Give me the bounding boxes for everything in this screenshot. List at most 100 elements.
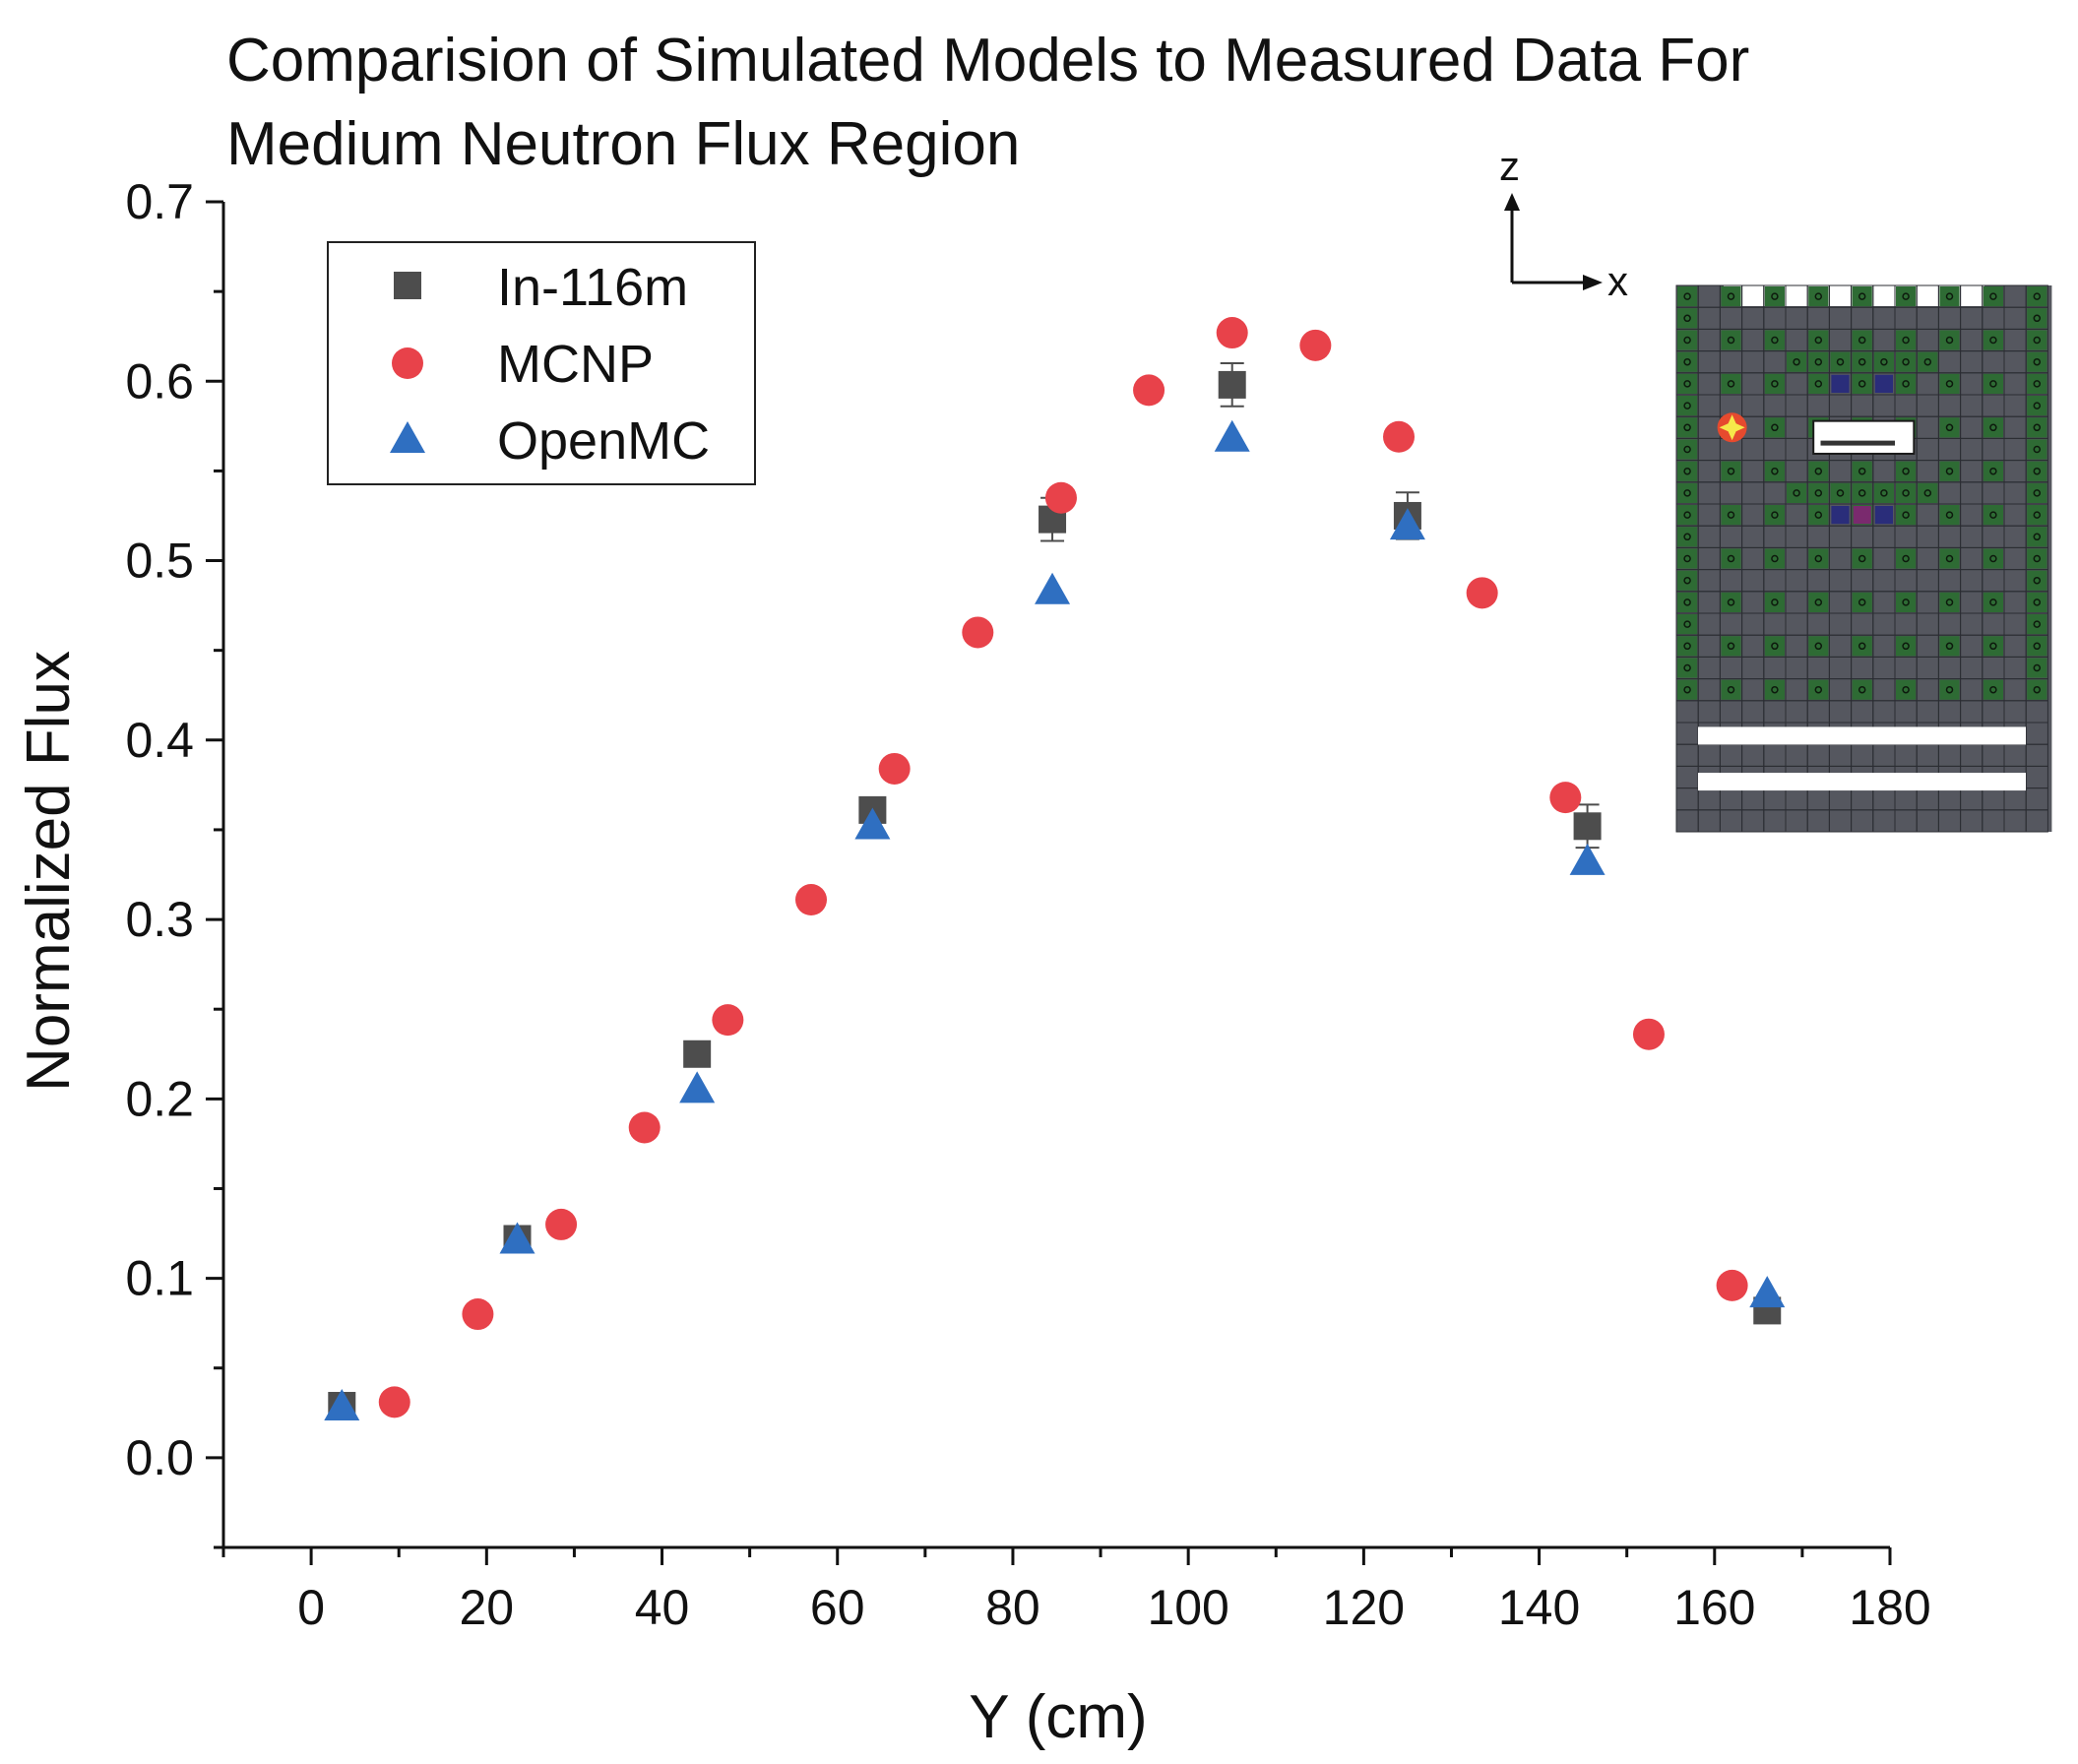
inset-fuel-cell [1764, 373, 1785, 394]
inset-fuel-pin [1989, 423, 1997, 432]
inset-fuel-cell [1852, 592, 1872, 612]
y-tick-label: 0.7 [125, 174, 194, 229]
inset-fuel-cell [1983, 592, 2003, 612]
inset-fuel-pin [1923, 489, 1932, 497]
inset-fuel-cell [1808, 592, 1829, 612]
inset-fuel-pin [1814, 380, 1823, 388]
inset-fuel-cell [1808, 505, 1829, 526]
inset-fuel-pin [1880, 357, 1888, 366]
inset-fuel-cell [1721, 679, 1741, 700]
inset-fuel-pin [1989, 467, 1997, 475]
inset-fuel-cell [1939, 505, 1960, 526]
y-tick-label: 0.2 [125, 1071, 194, 1126]
inset-fuel-pin [1902, 336, 1910, 345]
inset-fuel-cell [1677, 330, 1698, 350]
x-tick-label: 60 [810, 1580, 865, 1635]
inset-fuel-pin [1902, 292, 1910, 300]
openmc-point [1389, 508, 1425, 540]
inset-fuel-cell [1677, 396, 1698, 416]
mcnp-point [1466, 577, 1498, 609]
inset-fuel-cell [1983, 461, 2003, 481]
inset-fuel-cell [2027, 461, 2047, 481]
inset-fuel-cell [1852, 636, 1872, 657]
mcnp-point [795, 884, 828, 916]
y-tick-label: 0.0 [125, 1430, 194, 1485]
in116m-point [1573, 812, 1602, 841]
inset-fuel-cell [1983, 286, 2003, 307]
mcnp-point [1216, 317, 1248, 349]
geometry-inset: z x [1499, 143, 2052, 833]
inset-fuel-cell [1677, 592, 1698, 612]
inset-fuel-cell [1918, 351, 1938, 372]
inset-fuel-pin [1727, 467, 1735, 475]
inset-fuel-cell [1677, 636, 1698, 657]
inset-fuel-pin [2033, 445, 2042, 454]
inset-fuel-pin [1989, 685, 1997, 694]
inset-fuel-pin [1945, 467, 1954, 475]
inset-fuel-pin [1771, 685, 1779, 694]
inset-fuel-pin [1727, 685, 1735, 694]
y-tick-label: 0.3 [125, 892, 194, 947]
inset-fuel-cell [1677, 679, 1698, 700]
inset-fuel-pin [1989, 292, 1997, 300]
inset-fuel-pin [2033, 598, 2042, 606]
inset-fuel-pin [1793, 489, 1800, 497]
legend-label-in116m: In-116m [497, 258, 688, 317]
inset-fuel-cell [1983, 636, 2003, 657]
inset-fuel-cell [1677, 439, 1698, 460]
inset-fuel-cell [1808, 548, 1829, 569]
inset-fuel-pin [2033, 642, 2042, 651]
inset-fuel-pin [1814, 467, 1823, 475]
inset-fuel-pin [1945, 292, 1954, 300]
inset-fuel-pin [1683, 423, 1691, 432]
inset-fuel-cell [1721, 592, 1741, 612]
openmc-point [499, 1222, 535, 1254]
inset-fuel-cell [2027, 505, 2047, 526]
legend-label-openmc: OpenMC [497, 411, 710, 471]
inset-fuel-pin [2033, 685, 2042, 694]
inset-fuel-cell [1852, 679, 1872, 700]
y-tick-label: 0.1 [125, 1251, 194, 1306]
inset-fuel-cell [1808, 679, 1829, 700]
inset-fuel-pin [2033, 357, 2042, 366]
inset-fuel-pin [1814, 511, 1823, 519]
inset-fuel-cell [1764, 286, 1785, 307]
inset-fuel-cell [1787, 482, 1807, 503]
inset-fuel-pin [1902, 642, 1910, 651]
inset-fuel-pin [1771, 554, 1779, 563]
inset-fuel-cell [1896, 461, 1917, 481]
inset-fuel-pin [1814, 685, 1823, 694]
mcnp-point [1133, 374, 1165, 407]
inset-fuel-pin [1945, 380, 1954, 388]
inset-fuel-cell [1896, 505, 1917, 526]
mcnp-point [1549, 782, 1582, 814]
inset-fuel-pin [1923, 357, 1932, 366]
legend: In-116m MCNP OpenMC [327, 241, 756, 485]
inset-fuel-pin [1727, 380, 1735, 388]
inset-fuel-pin [1989, 511, 1997, 519]
mcnp-point [1383, 420, 1416, 453]
inset-fuel-cell [1721, 636, 1741, 657]
inset-fuel-pin [1814, 357, 1823, 366]
inset-fuel-pin [2033, 554, 2042, 563]
openmc-point [1569, 843, 1606, 875]
y-tick-label: 0.4 [125, 713, 194, 768]
inset-fuel-pin [1683, 467, 1691, 475]
inset-fuel-pin [1683, 292, 1691, 300]
inset-fuel-cell [1852, 548, 1872, 569]
inset-fuel-pin [1771, 467, 1779, 475]
y-axis-label: Normalized Flux [15, 651, 83, 1092]
inset-fuel-pin [1836, 489, 1845, 497]
mcnp-point [462, 1298, 494, 1331]
inset-control-cell [1831, 374, 1850, 393]
y-tick-label: 0.6 [125, 353, 194, 409]
inset-fuel-pin [1814, 642, 1823, 651]
inset-fuel-cell [1939, 636, 1960, 657]
inset-fuel-pin [1683, 380, 1691, 388]
inset-fuel-cell [1852, 351, 1872, 372]
inset-fuel-pin [1989, 380, 1997, 388]
inset-fuel-pin [1771, 336, 1779, 345]
inset-fuel-cell [1896, 679, 1917, 700]
x-tick-label: 160 [1673, 1580, 1755, 1635]
